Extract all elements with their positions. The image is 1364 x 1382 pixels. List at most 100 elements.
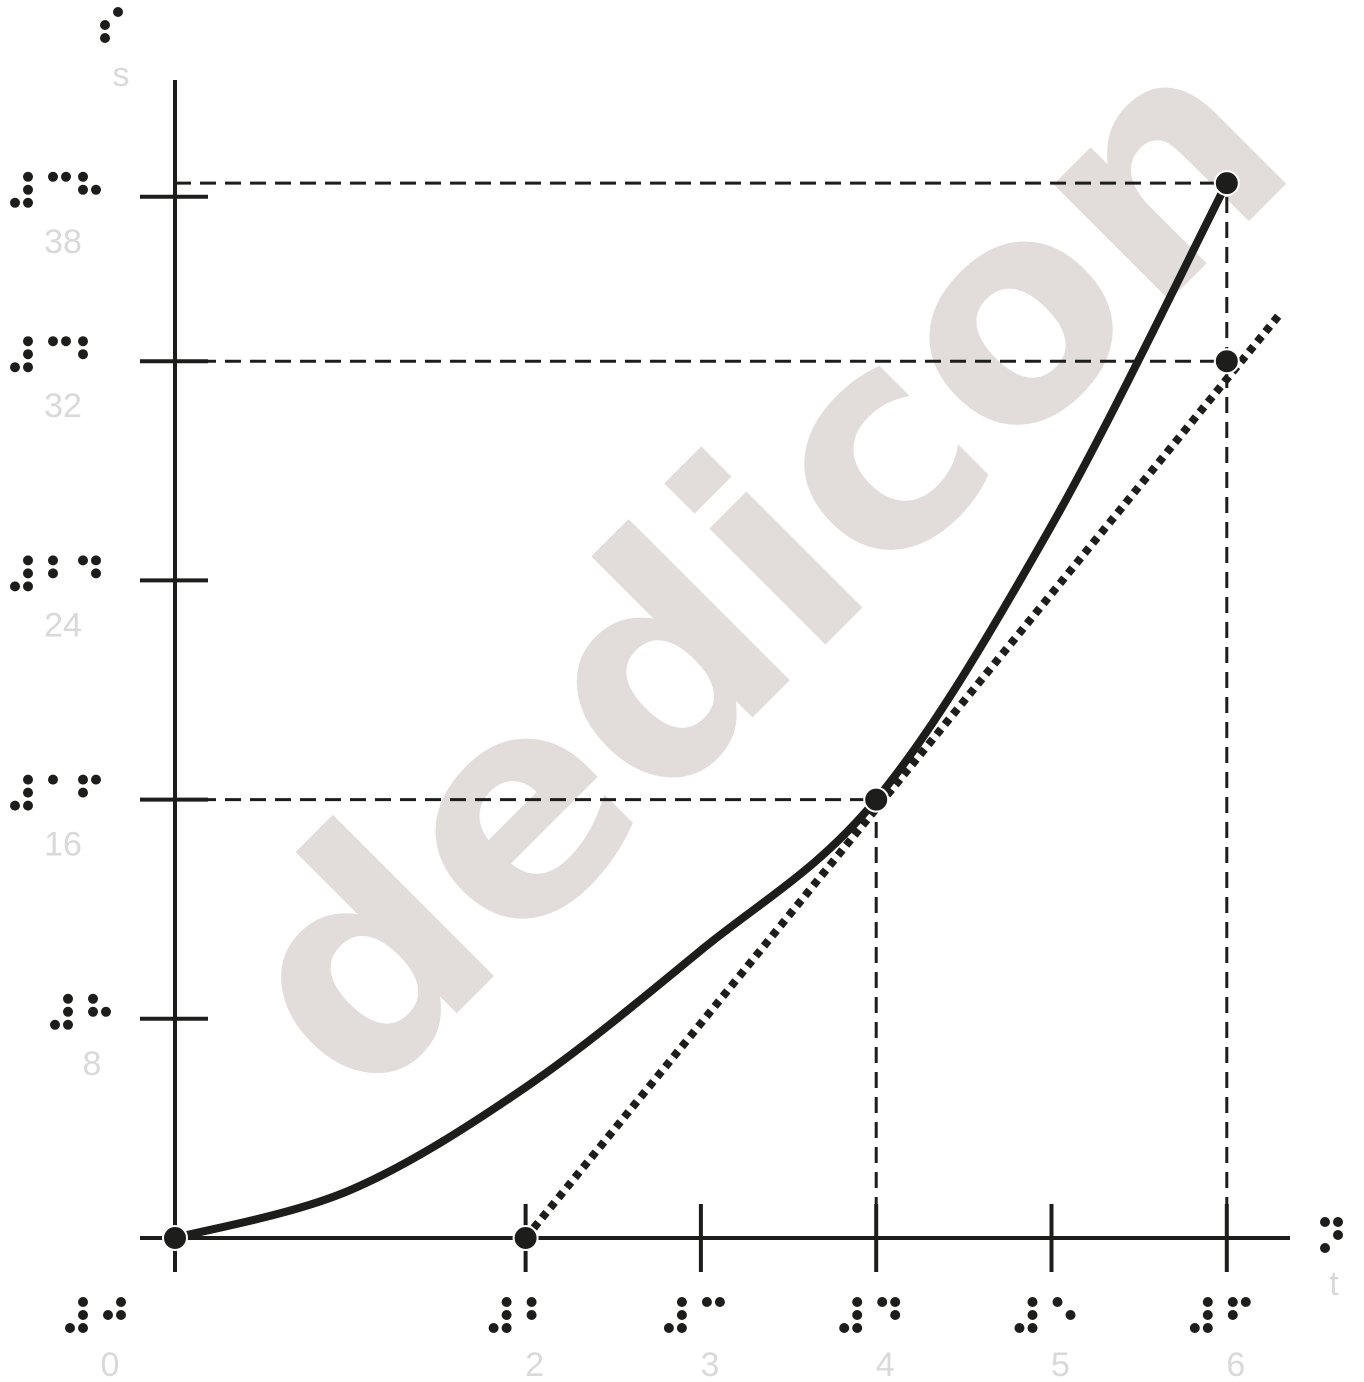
braille-dot	[676, 1323, 687, 1333]
braille-dot	[23, 184, 33, 195]
x-tick-label-3: 4	[876, 1346, 895, 1382]
braille-dot	[23, 171, 33, 182]
braille-dot	[23, 336, 33, 347]
x-tick-label-4: 5	[1051, 1346, 1070, 1382]
braille-dot	[663, 1323, 674, 1333]
braille-dot	[1014, 1323, 1025, 1333]
series-curve	[171, 179, 1231, 1242]
braille-dot	[877, 1297, 888, 1307]
braille-dot	[91, 555, 101, 566]
braille-dot	[91, 774, 101, 785]
braille-dot	[839, 1323, 850, 1333]
braille-dot	[852, 1323, 863, 1333]
braille-dot	[78, 1310, 88, 1320]
braille-dot	[1189, 1323, 1200, 1333]
braille-dot	[23, 197, 33, 208]
axes	[140, 80, 1290, 1272]
y-tick-label-1: 16	[44, 826, 82, 864]
braille-dot	[50, 1019, 60, 1030]
x-tick-label-0: 0	[101, 1346, 120, 1382]
braille-dot	[100, 33, 110, 43]
data-points	[162, 170, 1240, 1251]
braille-dot	[852, 1297, 863, 1307]
braille-dot	[78, 349, 88, 360]
braille-dot	[1065, 1310, 1076, 1320]
data-point-0	[162, 1225, 188, 1251]
braille-dot	[91, 568, 101, 579]
braille-dot	[23, 555, 33, 566]
x-tick-label-2: 3	[700, 1346, 719, 1382]
data-point-1	[512, 1225, 539, 1251]
y-tick-label-0: 8	[83, 1045, 102, 1083]
braille-dot	[1333, 1217, 1343, 1227]
braille-dot	[116, 1297, 126, 1307]
data-point-3	[1213, 170, 1240, 197]
braille-dot	[1202, 1323, 1213, 1333]
braille-dot	[890, 1297, 901, 1307]
braille-dot	[23, 362, 33, 373]
braille-dot	[501, 1297, 512, 1307]
braille-dot	[78, 774, 88, 785]
braille-dot	[676, 1297, 687, 1307]
braille-dot	[1320, 1217, 1330, 1227]
braille-dot	[23, 774, 33, 785]
braille-dot	[10, 800, 20, 811]
braille-dot	[78, 1323, 88, 1333]
braille-dot	[10, 581, 20, 592]
braille-dot	[103, 1310, 113, 1320]
braille-dot	[1202, 1310, 1213, 1320]
braille-dot	[48, 336, 58, 347]
braille-dot	[116, 1310, 126, 1320]
braille-dot	[91, 184, 101, 195]
braille-dot	[101, 1006, 111, 1017]
braille-dot	[23, 787, 33, 798]
braille-dot	[63, 993, 73, 1004]
data-series	[171, 179, 1283, 1242]
braille-dot	[78, 184, 88, 195]
braille-dot	[23, 349, 33, 360]
braille-dot	[78, 555, 88, 566]
y-axis-label: s	[113, 56, 130, 94]
braille-dot	[48, 555, 58, 566]
braille-dot	[63, 1006, 73, 1017]
braille-dot	[501, 1310, 512, 1320]
braille-dot	[10, 197, 20, 208]
braille-dot	[526, 1310, 537, 1320]
braille-dot	[1227, 1297, 1238, 1307]
tick-labels: 8 16 24 32 38 0 2 3 4 5 6 t s	[44, 56, 1339, 1382]
y-tick-label-2: 24	[44, 606, 82, 644]
braille-dot	[48, 774, 58, 785]
braille-dot	[852, 1310, 863, 1320]
braille-dot	[676, 1310, 687, 1320]
braille-dot	[890, 1310, 901, 1320]
braille-dot	[63, 1019, 73, 1030]
braille-dot	[10, 362, 20, 373]
braille-dot	[23, 568, 33, 579]
braille-dot	[1240, 1297, 1251, 1307]
braille-dot	[88, 1006, 98, 1017]
braille-dot	[501, 1323, 512, 1333]
y-tick-label-4: 38	[44, 223, 82, 261]
series-tangent	[522, 312, 1283, 1241]
braille-labels	[10, 7, 1343, 1333]
braille-dot	[526, 1297, 537, 1307]
braille-dot	[701, 1297, 712, 1307]
braille-dot	[78, 171, 88, 182]
braille-dot	[488, 1323, 499, 1333]
watermark-text: dedicon	[163, 0, 1353, 1160]
braille-dot	[78, 1297, 88, 1307]
data-point-2	[863, 786, 890, 813]
braille-dot	[48, 568, 58, 579]
braille-dot	[78, 787, 88, 798]
braille-dot	[1027, 1323, 1038, 1333]
braille-dot	[23, 800, 33, 811]
braille-dot	[61, 336, 71, 347]
braille-dot	[1333, 1230, 1343, 1240]
braille-dot	[100, 20, 110, 30]
data-point-4	[1213, 348, 1240, 375]
braille-dot	[88, 993, 98, 1004]
y-tick-label-3: 32	[44, 387, 82, 425]
braille-dot	[714, 1297, 725, 1307]
x-tick-label-1: 2	[525, 1346, 544, 1382]
